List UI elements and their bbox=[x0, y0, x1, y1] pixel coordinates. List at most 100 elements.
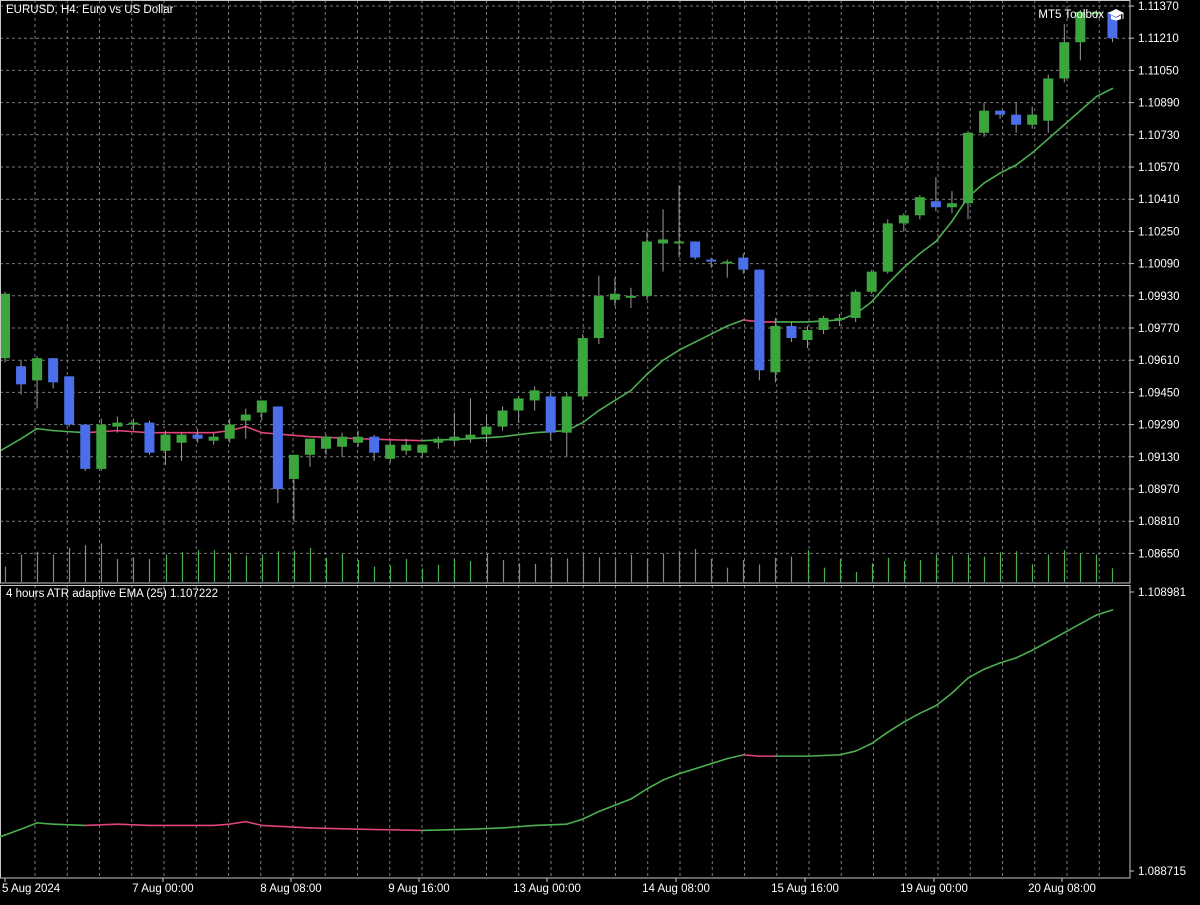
candle-body-bullish bbox=[433, 438, 444, 443]
indicator-line-segment bbox=[36, 822, 54, 825]
candle-body-bullish bbox=[914, 197, 925, 216]
ema-line-segment bbox=[357, 437, 424, 442]
indicator-line-segment bbox=[421, 828, 472, 832]
indicator-line-segment bbox=[630, 788, 648, 800]
x-tick-label: 19 Aug 00:00 bbox=[900, 883, 968, 895]
ema-line-segment bbox=[726, 319, 745, 327]
candle-body-bearish bbox=[786, 325, 797, 339]
indicator-line-segment bbox=[838, 750, 857, 756]
x-tick-label: 20 Aug 08:00 bbox=[1028, 883, 1096, 895]
indicator-line-segment bbox=[678, 767, 696, 775]
candle-body-bullish bbox=[481, 426, 492, 435]
indicator-line-segment bbox=[244, 820, 263, 827]
ema-line-segment bbox=[870, 282, 889, 303]
candle-body-bullish bbox=[160, 434, 171, 451]
indicator-pane-frame bbox=[0, 585, 1131, 879]
candle-body-bullish bbox=[449, 436, 460, 441]
ema-line-segment bbox=[116, 429, 151, 434]
indicator-line-segment bbox=[614, 798, 632, 807]
candle-body-bullish bbox=[208, 436, 219, 441]
indicator-line-segment bbox=[52, 823, 87, 827]
indicator-line-segment bbox=[565, 818, 584, 825]
y-tick-label: 1.10890 bbox=[1138, 98, 1180, 110]
candle-body-bullish bbox=[529, 390, 540, 401]
ema-line-segment bbox=[1015, 152, 1033, 166]
candle-body-bullish bbox=[898, 215, 909, 224]
candle-body-bullish bbox=[593, 295, 604, 339]
candle-body-bullish bbox=[0, 293, 10, 359]
indicator-line-segment bbox=[469, 827, 504, 830]
ema-line-segment bbox=[244, 425, 263, 434]
indicator-y-tick-label: 1.108981 bbox=[1138, 587, 1186, 599]
x-tick-label: 15 Aug 16:00 bbox=[771, 883, 839, 895]
candle-body-bullish bbox=[256, 400, 267, 413]
ema-line-segment bbox=[902, 252, 921, 269]
indicator-line-segment bbox=[870, 731, 889, 745]
x-tick-label: 8 Aug 08:00 bbox=[260, 883, 321, 895]
indicator-line-segment bbox=[886, 721, 905, 733]
candle-body-bearish bbox=[369, 436, 380, 453]
indicator-line-segment bbox=[742, 754, 761, 757]
indicator-line-segment bbox=[967, 668, 985, 679]
main-pane-frame bbox=[0, 0, 1131, 584]
indicator-line-segment bbox=[726, 754, 745, 760]
toolbox-label[interactable]: MT5 Toolbox bbox=[1038, 9, 1104, 21]
graduation-cap-icon[interactable] bbox=[1107, 8, 1125, 22]
y-tick-label: 1.09290 bbox=[1138, 420, 1180, 432]
ema-line-segment bbox=[614, 389, 632, 402]
indicator-line-segment bbox=[309, 827, 359, 830]
candle-body-bullish bbox=[1043, 78, 1054, 121]
candle-body-bullish bbox=[353, 436, 364, 443]
candle-body-bullish bbox=[770, 325, 781, 373]
candle-body-bullish bbox=[1075, 12, 1086, 43]
indicator-line-segment bbox=[598, 804, 616, 813]
ema-line-segment bbox=[710, 325, 729, 335]
indicator-line-segment bbox=[84, 823, 119, 827]
candle-body-bullish bbox=[96, 424, 107, 469]
indicator-line-segment bbox=[1063, 623, 1082, 634]
y-tick-label: 1.09930 bbox=[1138, 291, 1180, 303]
indicator-line-segment bbox=[854, 742, 873, 752]
indicator-line-segment bbox=[999, 657, 1017, 664]
indicator-line-segment bbox=[919, 704, 937, 715]
ema-line-segment bbox=[662, 349, 680, 362]
y-tick-label: 1.09610 bbox=[1138, 355, 1180, 367]
candle-body-bearish bbox=[80, 424, 91, 469]
candle-body-bullish bbox=[240, 414, 251, 421]
candle-body-bearish bbox=[192, 434, 203, 439]
candle-body-bullish bbox=[577, 338, 588, 397]
candle-body-bullish bbox=[417, 444, 428, 453]
candle-body-bearish bbox=[16, 366, 27, 385]
candle-body-bearish bbox=[1011, 114, 1022, 125]
y-tick-label: 1.10410 bbox=[1138, 194, 1180, 206]
candle-body-bullish bbox=[642, 241, 652, 296]
candle-body-bullish bbox=[112, 422, 123, 427]
ema-line-segment bbox=[421, 437, 472, 442]
indicator-line-segment bbox=[212, 823, 231, 827]
ema-line-segment bbox=[581, 409, 600, 424]
candle-body-bullish bbox=[337, 436, 348, 447]
indicator-line-segment bbox=[1015, 649, 1033, 659]
ema-line-segment bbox=[935, 220, 953, 243]
candle-body-bullish bbox=[1091, 12, 1102, 15]
indicator-line-segment bbox=[260, 824, 311, 829]
ema-line-segment bbox=[678, 341, 696, 351]
candle-body-bearish bbox=[754, 269, 765, 371]
ema-line-segment bbox=[501, 431, 536, 438]
ema-line-segment bbox=[1095, 87, 1114, 98]
candle-body-bullish bbox=[497, 410, 508, 427]
y-tick-label: 1.08810 bbox=[1138, 516, 1180, 528]
candle-body-bearish bbox=[64, 376, 75, 425]
candle-body-bullish bbox=[850, 291, 861, 318]
indicator-line-segment bbox=[501, 824, 536, 829]
y-tick-label: 1.11210 bbox=[1138, 33, 1179, 45]
candle-body-bullish bbox=[802, 330, 813, 341]
candle-body-bullish bbox=[1027, 114, 1038, 125]
x-tick-label: 5 Aug 2024 bbox=[2, 883, 61, 895]
candle-body-bullish bbox=[176, 434, 187, 443]
ema-line-segment bbox=[1079, 95, 1098, 112]
candle-body-bearish bbox=[690, 241, 701, 258]
